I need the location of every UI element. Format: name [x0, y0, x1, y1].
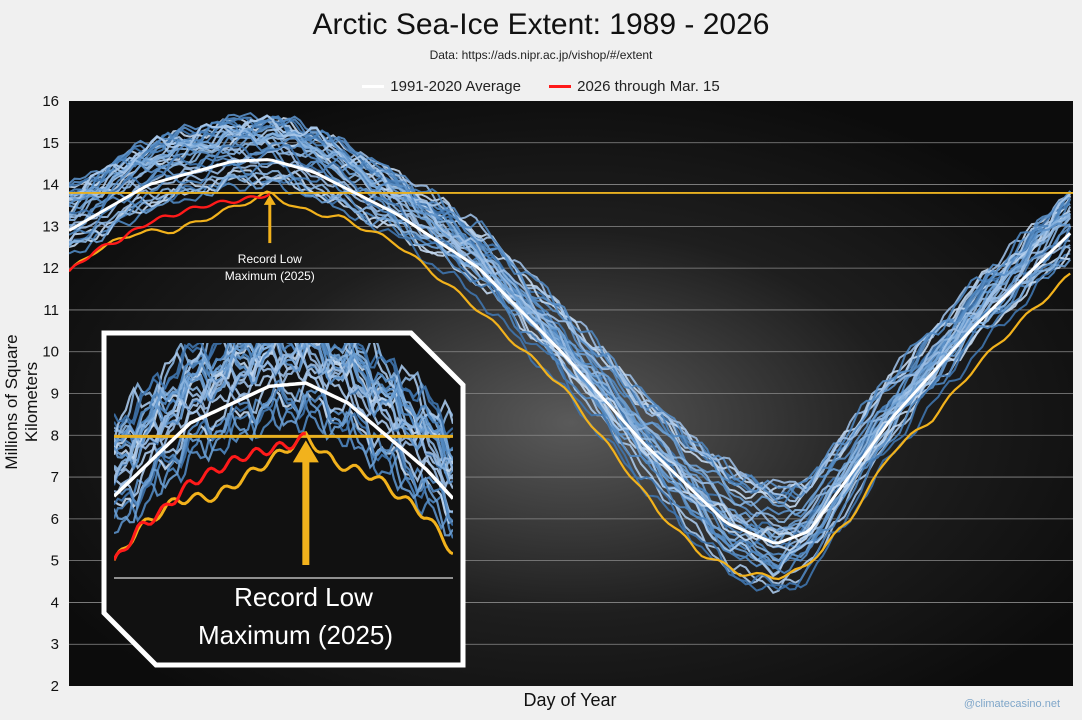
inset-historical-line: [114, 343, 453, 443]
legend: 1991-2020 Average 2026 through Mar. 15: [0, 75, 1082, 95]
inset-panel: Record Low Maximum (2025): [101, 330, 466, 668]
historical-year-line: [69, 133, 1071, 542]
inset-historical-line: [114, 343, 453, 465]
y-tick-label: 8: [51, 427, 59, 444]
series-2025-line: [69, 190, 1071, 581]
annotation-label-line1: Record Low: [238, 252, 302, 266]
legend-swatch-average: [362, 85, 385, 88]
series-2026-line: [69, 192, 271, 273]
average-line: [69, 158, 1072, 545]
y-tick-label: 12: [42, 260, 59, 277]
y-tick-label: 4: [51, 594, 59, 611]
inset-historical-line: [114, 388, 453, 525]
legend-item-average: 1991-2020 Average: [362, 78, 521, 95]
y-tick-label: 13: [42, 218, 59, 235]
inset-historical-line: [114, 347, 453, 484]
credit-text: @climatecasino.net: [963, 698, 1060, 710]
historical-year-line: [69, 144, 1072, 591]
y-tick-label: 2: [51, 678, 59, 695]
inset-2026-line: [114, 432, 306, 561]
historical-year-line: [69, 169, 1071, 544]
y-axis-label: Millions of Square Kilometers: [2, 334, 41, 470]
inset-historical-line: [114, 393, 453, 537]
legend-swatch-2026: [549, 85, 572, 88]
inset-arrowhead: [292, 440, 319, 463]
historical-year-line: [69, 169, 1071, 524]
historical-year-line: [69, 158, 1072, 575]
inset-historical-line: [114, 343, 453, 472]
y-tick-label: 3: [51, 636, 59, 653]
y-tick-label: 5: [51, 553, 59, 570]
y-tick-label: 7: [51, 469, 59, 486]
annotation-label-line2: Maximum (2025): [225, 269, 315, 283]
chart-subtitle: Data: https://ads.nipr.ac.jp/vishop/#/ex…: [429, 48, 653, 62]
chart-title: Arctic Sea-Ice Extent: 1989 - 2026: [312, 8, 770, 41]
record-low-arrowhead: [263, 194, 276, 205]
y-tick-label: 16: [42, 93, 59, 110]
y-tick-label: 14: [42, 177, 59, 194]
inset-historical-line: [114, 343, 453, 460]
legend-item-2026: 2026 through Mar. 15: [549, 78, 720, 95]
inset-label-line2: Maximum (2025): [198, 620, 393, 650]
legend-label-2026: 2026 through Mar. 15: [577, 78, 720, 95]
y-tick-label: 9: [51, 386, 59, 403]
y-tick-label: 15: [42, 135, 59, 152]
y-tick-label: 10: [42, 344, 59, 361]
x-axis-label: Day of Year: [523, 690, 617, 710]
inset-historical-line: [114, 384, 453, 527]
y-tick-label: 6: [51, 511, 59, 528]
inset-historical-line: [114, 387, 453, 535]
inset-historical-line: [114, 343, 453, 439]
inset-label-line1: Record Low: [234, 582, 373, 612]
inset-2025-line: [114, 431, 453, 561]
historical-year-line: [69, 134, 1071, 498]
inset-series-group: [114, 343, 453, 561]
inset-average-line: [114, 381, 453, 500]
historical-year-line: [69, 164, 1071, 494]
legend-label-average: 1991-2020 Average: [390, 78, 521, 95]
y-tick-label: 11: [43, 302, 59, 319]
series-group: [69, 111, 1073, 594]
inset-historical-line: [114, 379, 453, 523]
